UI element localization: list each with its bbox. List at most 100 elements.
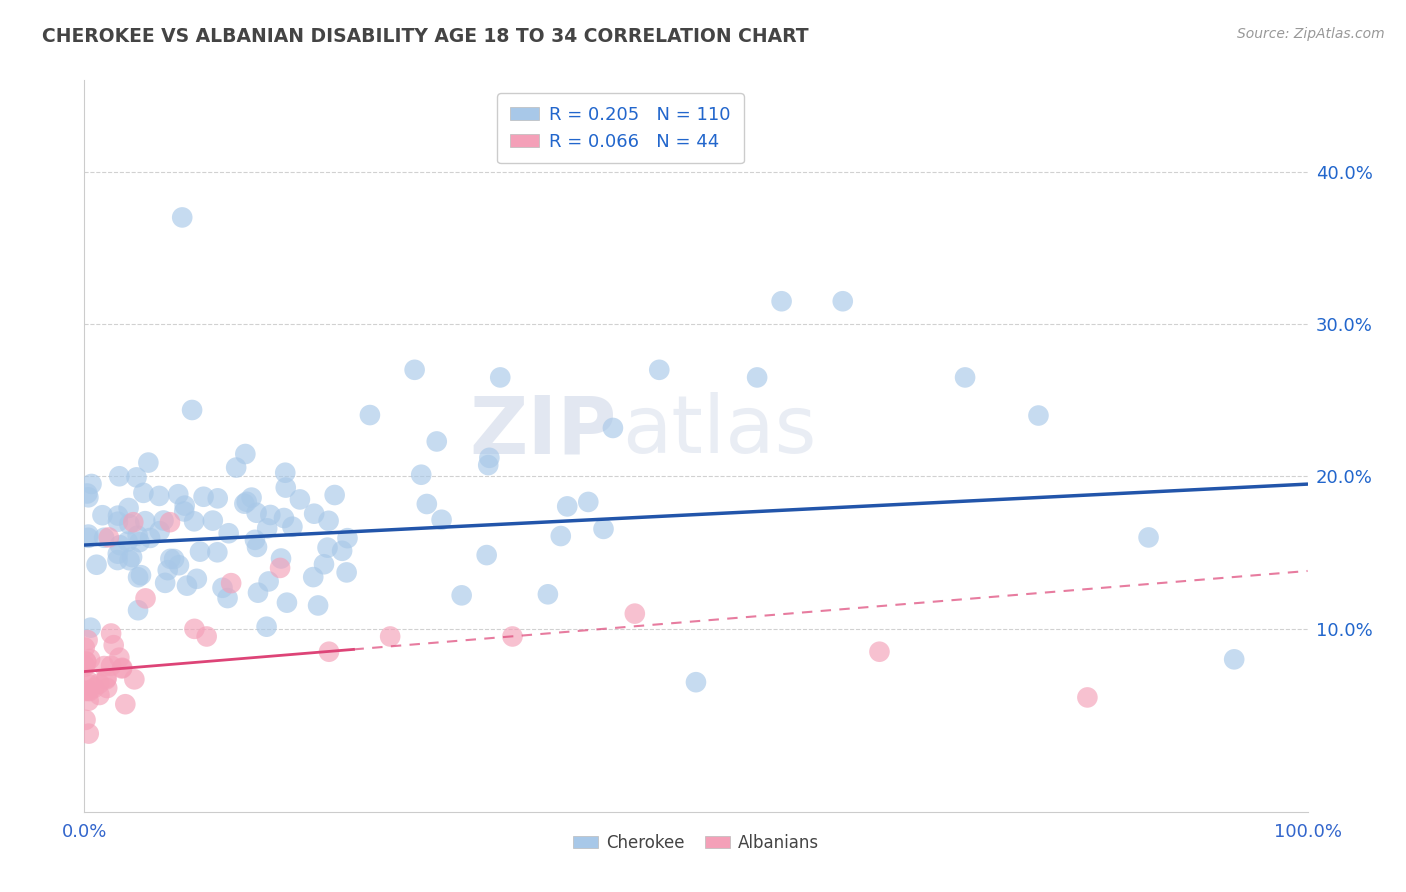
Point [489, 370, 512, 384]
Point [201, 514, 224, 528]
Point [233, 497, 256, 511]
Point [270, 551, 292, 566]
Point [240, 491, 263, 505]
Point [79, 652, 101, 666]
Point [274, 466, 297, 480]
Point [307, 599, 329, 613]
Point [183, 514, 205, 528]
Point [176, 579, 198, 593]
Point [75, 684, 97, 698]
Point [100, 658, 122, 673]
Point [89, 688, 111, 702]
Point [450, 588, 472, 602]
Point [233, 447, 256, 461]
Point [77, 531, 100, 545]
Point [91, 508, 114, 523]
Legend: Cherokee, Albanians: Cherokee, Albanians [567, 827, 825, 858]
Point [118, 517, 141, 532]
Point [359, 408, 381, 422]
Point [114, 697, 136, 711]
Point [149, 524, 172, 538]
Point [869, 645, 891, 659]
Point [243, 533, 266, 547]
Point [79, 621, 101, 635]
Point [77, 491, 100, 505]
Point [318, 645, 340, 659]
Point [246, 506, 269, 520]
Text: Source: ZipAtlas.com: Source: ZipAtlas.com [1237, 27, 1385, 41]
Point [281, 519, 304, 533]
Point [288, 492, 311, 507]
Point [276, 596, 298, 610]
Point [127, 570, 149, 584]
Point [77, 683, 100, 698]
Point [128, 535, 150, 549]
Point [336, 531, 359, 545]
Text: ZIP: ZIP [470, 392, 616, 470]
Point [148, 489, 170, 503]
Point [94, 673, 117, 687]
Point [256, 521, 278, 535]
Point [108, 650, 131, 665]
Point [502, 630, 524, 644]
Point [181, 403, 204, 417]
Point [118, 553, 141, 567]
Point [550, 529, 572, 543]
Point [127, 603, 149, 617]
Point [246, 540, 269, 554]
Point [218, 526, 240, 541]
Point [107, 547, 129, 561]
Point [107, 508, 129, 523]
Point [173, 499, 195, 513]
Point [153, 575, 176, 590]
Point [831, 294, 853, 309]
Point [125, 470, 148, 484]
Point [430, 513, 453, 527]
Point [478, 450, 501, 465]
Point [75, 713, 97, 727]
Point [416, 497, 439, 511]
Point [1223, 652, 1246, 666]
Point [77, 726, 100, 740]
Point [330, 543, 353, 558]
Point [648, 363, 671, 377]
Point [75, 655, 97, 669]
Point [159, 515, 181, 529]
Point [75, 659, 97, 673]
Point [404, 363, 426, 377]
Point [217, 591, 239, 605]
Point [624, 607, 647, 621]
Point [207, 491, 229, 506]
Point [89, 676, 111, 690]
Point [73, 657, 96, 672]
Point [302, 507, 325, 521]
Point [257, 574, 280, 589]
Point [426, 434, 449, 449]
Point [555, 500, 578, 514]
Point [80, 477, 103, 491]
Point [747, 370, 769, 384]
Point [273, 511, 295, 525]
Point [159, 552, 181, 566]
Point [77, 527, 100, 541]
Point [108, 469, 131, 483]
Text: atlas: atlas [623, 392, 817, 470]
Point [195, 630, 218, 644]
Point [127, 528, 149, 542]
Point [219, 576, 242, 591]
Point [172, 211, 194, 225]
Point [111, 661, 134, 675]
Point [269, 561, 291, 575]
Point [193, 490, 215, 504]
Point [207, 545, 229, 559]
Point [96, 671, 118, 685]
Point [685, 675, 707, 690]
Point [124, 673, 146, 687]
Point [134, 514, 156, 528]
Point [93, 659, 115, 673]
Point [576, 495, 599, 509]
Point [117, 534, 139, 549]
Point [411, 467, 433, 482]
Point [475, 548, 498, 562]
Point [132, 486, 155, 500]
